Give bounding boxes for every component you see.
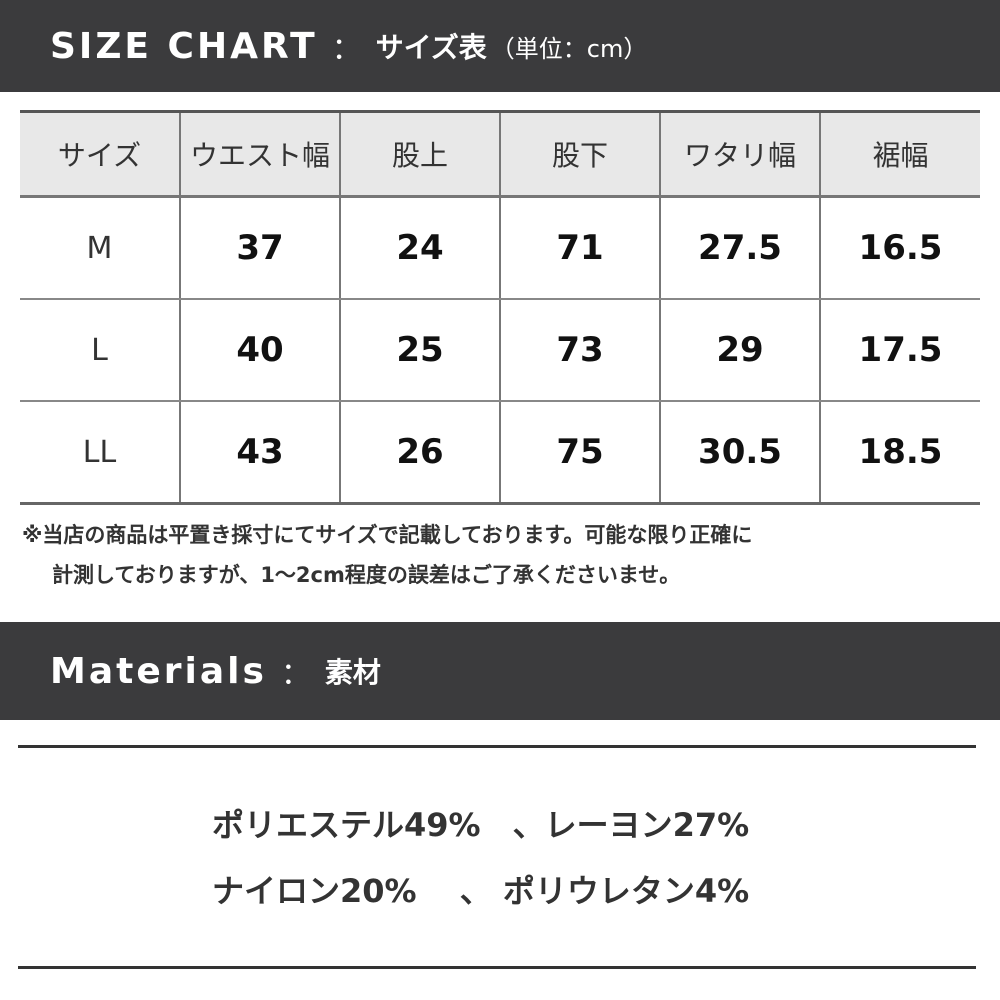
materials-header: Materials ： 素材: [0, 622, 1000, 720]
materials-line-1: ポリエステル49% 、レーヨン27%: [212, 806, 750, 844]
column-header: サイズ: [20, 111, 180, 198]
column-header: ウエスト幅: [179, 111, 340, 198]
table-cell: 16.5: [819, 196, 980, 300]
table-cell: 73: [499, 299, 660, 402]
unit-label: （単位：cm）: [490, 34, 648, 63]
table-cell: 18.5: [819, 401, 980, 505]
measurement-note: ※当店の商品は平置き採寸にてサイズで記載しております。可能な限り正確に 計測して…: [22, 515, 752, 595]
column-header: 股上: [339, 111, 500, 198]
divider-bottom: [18, 966, 976, 969]
size-cell: L: [20, 299, 180, 402]
table-cell: 75: [499, 401, 660, 505]
table-row: LL 43 26 75 30.5 18.5: [20, 401, 980, 505]
size-cell: LL: [20, 401, 180, 505]
size-chart-header: SIZE CHART ： サイズ表 （単位：cm）: [0, 0, 1000, 92]
size-cell: M: [20, 196, 180, 300]
title-separator: ：: [280, 657, 311, 692]
size-chart-title: SIZE CHART: [50, 25, 318, 67]
table-cell: 17.5: [819, 299, 980, 402]
table-cell: 26: [339, 401, 500, 505]
table-cell: 25: [339, 299, 500, 402]
title-separator: ：: [331, 32, 362, 67]
materials-line-2: ナイロン20% 、 ポリウレタン4%: [212, 872, 750, 910]
column-header: 股下: [499, 111, 660, 198]
table-cell: 29: [659, 299, 820, 402]
table-row: L 40 25 73 29 17.5: [20, 299, 980, 402]
table-cell: 27.5: [659, 196, 820, 300]
table-cell: 40: [179, 299, 340, 402]
note-line-2: 計測しておりますが、1～2cm程度の誤差はご了承くださいませ。: [52, 563, 681, 587]
size-table: サイズ ウエスト幅 股上 股下 ワタリ幅 裾幅 M 37 24 71 27.5 …: [20, 110, 980, 505]
divider-top: [18, 745, 976, 748]
table-cell: 30.5: [659, 401, 820, 505]
materials-title: Materials: [50, 650, 267, 692]
size-chart-title-jp: サイズ表: [375, 31, 487, 64]
materials-title-jp: 素材: [324, 656, 381, 689]
table-cell: 71: [499, 196, 660, 300]
column-header: 裾幅: [819, 111, 980, 198]
table-cell: 43: [179, 401, 340, 505]
note-line-1: ※当店の商品は平置き採寸にてサイズで記載しております。可能な限り正確に: [22, 523, 753, 547]
table-cell: 24: [339, 196, 500, 300]
column-header: ワタリ幅: [659, 111, 820, 198]
table-cell: 37: [179, 196, 340, 300]
table-row: M 37 24 71 27.5 16.5: [20, 196, 980, 300]
table-header-row: サイズ ウエスト幅 股上 股下 ワタリ幅 裾幅: [20, 111, 980, 198]
